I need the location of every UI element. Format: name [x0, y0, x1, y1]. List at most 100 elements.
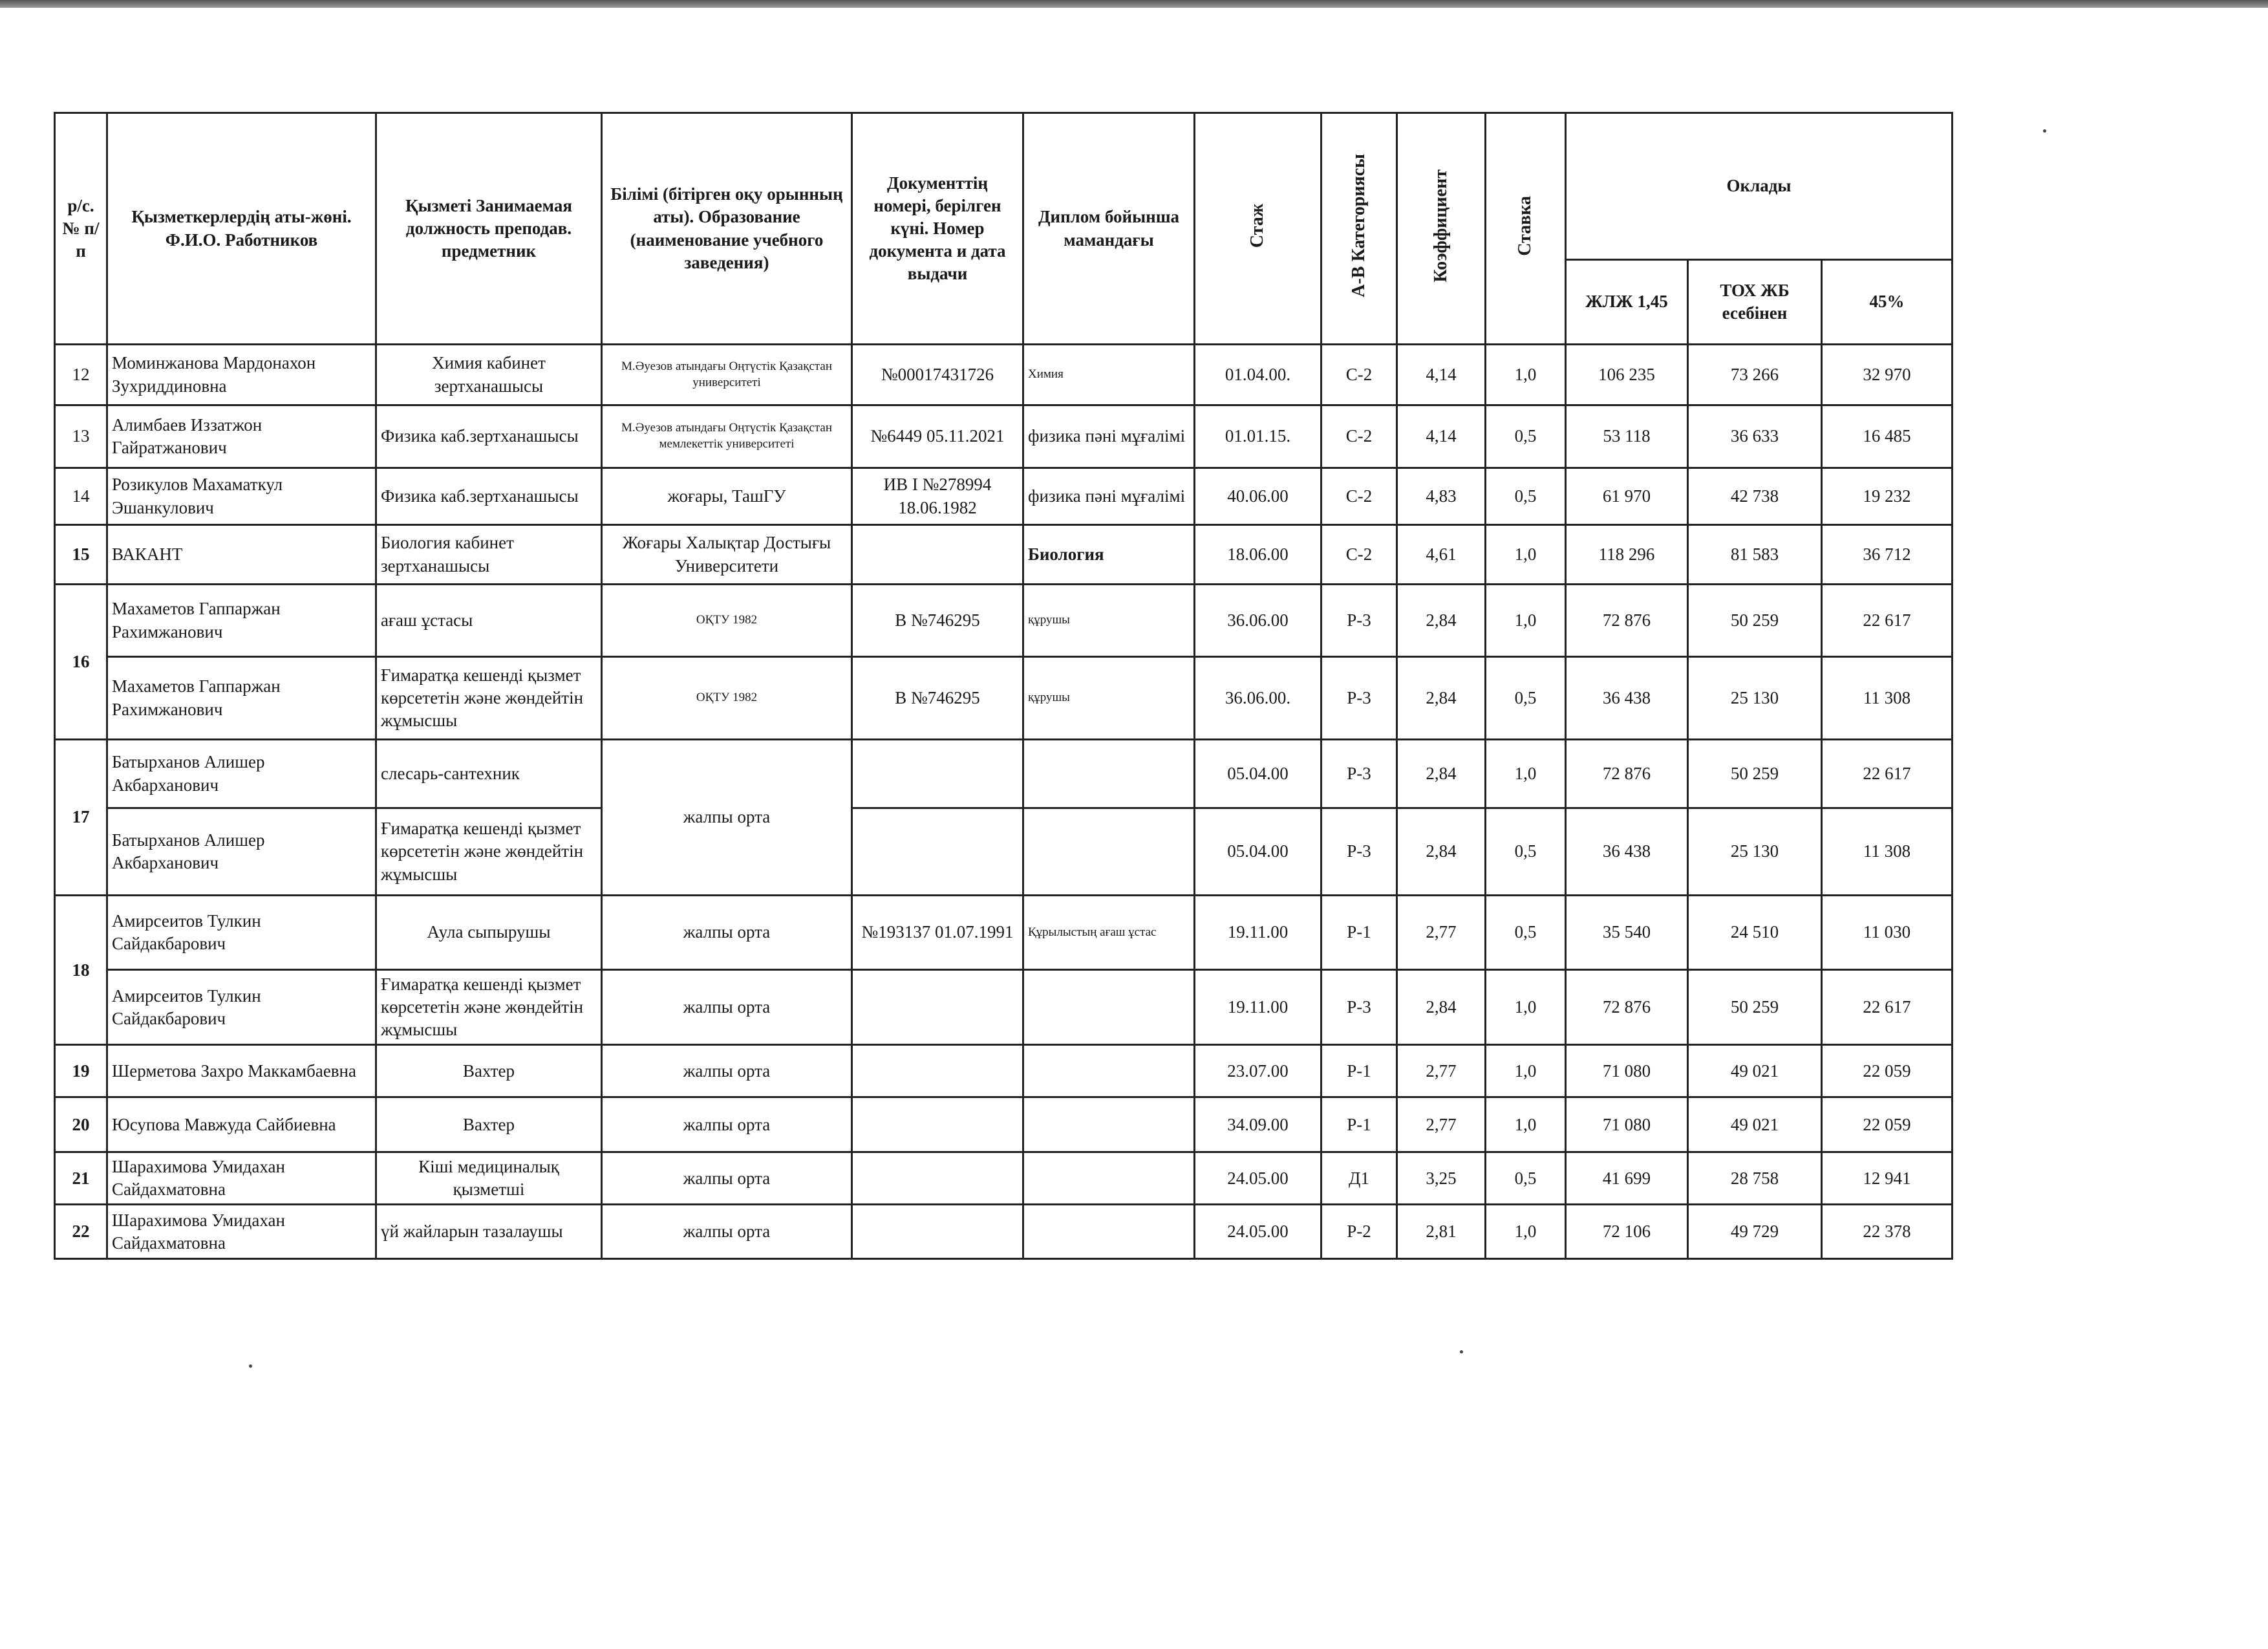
cell-salary-45: 32 970 — [1820, 343, 1954, 406]
cell-employee-name: Шарахимова Умидахан Сайдахматовна — [106, 1151, 377, 1206]
header-category: А-В Категориясы — [1320, 112, 1398, 345]
cell-coefficient: 2,77 — [1396, 1096, 1486, 1154]
cell-education: жалпы орта — [601, 894, 853, 971]
cell-coefficient: 4,61 — [1396, 524, 1486, 585]
cell-salary-45: 22 059 — [1820, 1096, 1954, 1154]
cell-rate: 0,5 — [1484, 467, 1567, 526]
cell-salary-45: 19 232 — [1820, 467, 1954, 526]
cell-rate: 1,0 — [1484, 583, 1567, 658]
cell-experience: 24.05.00 — [1193, 1203, 1322, 1260]
cell-salary-tox: 49 021 — [1687, 1044, 1823, 1099]
cell-education: Жоғары Халықтар Достығы Университети — [601, 524, 853, 585]
cell-employee-name: Амирсеитов Тулкин Сайдакбарович — [106, 968, 377, 1046]
cell-diploma-specialty: құрушы — [1022, 656, 1195, 740]
header-salaries: Оклады — [1564, 112, 1954, 261]
cell-document — [851, 1044, 1024, 1099]
cell-position: Ғимаратқа кешенді қызмет көрсететін және… — [375, 656, 603, 740]
cell-employee-name: Махаметов Гаппаржан Рахимжанович — [106, 656, 377, 740]
cell-salary-tox: 50 259 — [1687, 583, 1823, 658]
cell-diploma-specialty — [1022, 1151, 1195, 1206]
cell-salary-tox: 42 738 — [1687, 467, 1823, 526]
cell-salary-tox: 24 510 — [1687, 894, 1823, 971]
cell-experience: 36.06.00. — [1193, 656, 1322, 740]
cell-salary-45: 36 712 — [1820, 524, 1954, 585]
cell-salary-45: 22 617 — [1820, 738, 1954, 809]
cell-experience: 19.11.00 — [1193, 894, 1322, 971]
cell-salary-tox: 28 758 — [1687, 1151, 1823, 1206]
cell-row-number: 18 — [54, 894, 108, 1046]
table-row: 13 Алимбаев Иззатжон Гайратжанович Физика … — [54, 404, 1954, 469]
cell-position: үй жайларын тазалаушы — [375, 1203, 603, 1260]
table-row: 17 Батырханов Алишер Акбарханович слесарь-… — [54, 738, 1954, 896]
cell-position: Биология кабинет зертханашысы — [375, 524, 603, 585]
cell-education: ОҚТУ 1982 — [601, 583, 853, 658]
cell-experience: 36.06.00 — [1193, 583, 1322, 658]
cell-education: М.Әуезов атындағы Оңтүстік Қазақстан уни… — [601, 343, 853, 406]
cell-salary-jlj: 36 438 — [1565, 656, 1689, 740]
cell-experience: 18.06.00 — [1193, 524, 1322, 585]
cell-document: №00017431726 — [851, 343, 1024, 406]
cell-coefficient: 2,84 — [1396, 738, 1486, 809]
cell-salary-tox: 36 633 — [1687, 404, 1823, 469]
cell-salary-tox: 49 021 — [1687, 1096, 1823, 1154]
cell-salary-tox: 49 729 — [1687, 1203, 1823, 1260]
cell-employee-name: Махаметов Гаппаржан Рахимжанович — [106, 583, 377, 658]
cell-category: Р-1 — [1320, 1096, 1398, 1154]
scan-edge — [0, 0, 2268, 8]
cell-category: С-2 — [1320, 524, 1398, 585]
cell-salary-jlj: 71 080 — [1565, 1044, 1689, 1099]
cell-row-number: 22 — [54, 1203, 108, 1260]
cell-salary-tox: 73 266 — [1687, 343, 1823, 406]
cell-rate: 0,5 — [1484, 894, 1567, 971]
cell-position: Ғимаратқа кешенді қызмет көрсететін және… — [375, 968, 603, 1046]
cell-document: В №746295 — [851, 583, 1024, 658]
cell-position: Физика каб.зертханашысы — [375, 467, 603, 526]
cell-rate: 0,5 — [1484, 404, 1567, 469]
cell-category: С-2 — [1320, 467, 1398, 526]
cell-salary-45: 11 308 — [1820, 807, 1954, 896]
cell-diploma-specialty: физика пәні мұғалімі — [1022, 404, 1195, 469]
cell-education: жалпы орта — [601, 1151, 853, 1206]
header-experience: Стаж — [1193, 112, 1322, 345]
header-no: р/с.№ п/п — [54, 112, 108, 345]
cell-salary-45: 22 617 — [1820, 968, 1954, 1046]
cell-position: Кіші медициналық қызметші — [375, 1151, 603, 1206]
cell-education: жалпы орта — [601, 968, 853, 1046]
cell-salary-tox: 50 259 — [1687, 968, 1823, 1046]
cell-experience: 34.09.00 — [1193, 1096, 1322, 1154]
header-rate: Ставка — [1484, 112, 1567, 345]
cell-diploma-specialty — [1022, 1203, 1195, 1260]
table-row: 16 Махаметов Гаппаржан Рахимжанович ағаш ұ… — [54, 583, 1954, 740]
cell-employee-name: Амирсеитов Тулкин Сайдакбарович — [106, 894, 377, 971]
header-category-label: А-В Категориясы — [1348, 154, 1369, 297]
cell-salary-tox: 50 259 — [1687, 738, 1823, 809]
header-rate-label: Ставка — [1515, 195, 1535, 256]
cell-category: Р-3 — [1320, 583, 1398, 658]
table-row: Батырханов Алишер Акбарханович Ғимаратқа … — [55, 807, 1954, 896]
cell-employee-name: ВАКАНТ — [106, 524, 377, 585]
cell-diploma-specialty: физика пәні мұғалімі — [1022, 467, 1195, 526]
cell-experience: 05.04.00 — [1193, 738, 1322, 809]
cell-category: С-2 — [1320, 343, 1398, 406]
cell-coefficient: 2,77 — [1396, 1044, 1486, 1099]
cell-salary-tox: 81 583 — [1687, 524, 1823, 585]
cell-row-number: 19 — [54, 1044, 108, 1099]
cell-document — [851, 1151, 1024, 1206]
cell-salary-45: 22 617 — [1820, 583, 1954, 658]
cell-row-number: 21 — [54, 1151, 108, 1206]
header-coefficient-label: Коэффициент — [1430, 169, 1451, 283]
cell-employee-name: Розикулов Махаматкул Эшанкулович — [106, 467, 377, 526]
cell-position: ағаш ұстасы — [375, 583, 603, 658]
cell-salary-jlj: 118 296 — [1565, 524, 1689, 585]
cell-salary-45: 11 308 — [1820, 656, 1954, 740]
cell-salary-45: 12 941 — [1820, 1151, 1954, 1206]
cell-category: Р-3 — [1320, 738, 1398, 809]
cell-experience: 05.04.00 — [1193, 807, 1322, 896]
cell-diploma-specialty — [1022, 1044, 1195, 1099]
cell-rate: 1,0 — [1484, 343, 1567, 406]
cell-document — [851, 524, 1024, 585]
table-row: 12 Моминжанова Мардонахон Зухриддиновна Хи… — [54, 343, 1954, 406]
cell-document — [851, 1203, 1024, 1260]
header-salary-3: 45% — [1820, 259, 1954, 345]
cell-document: №6449 05.11.2021 — [851, 404, 1024, 469]
